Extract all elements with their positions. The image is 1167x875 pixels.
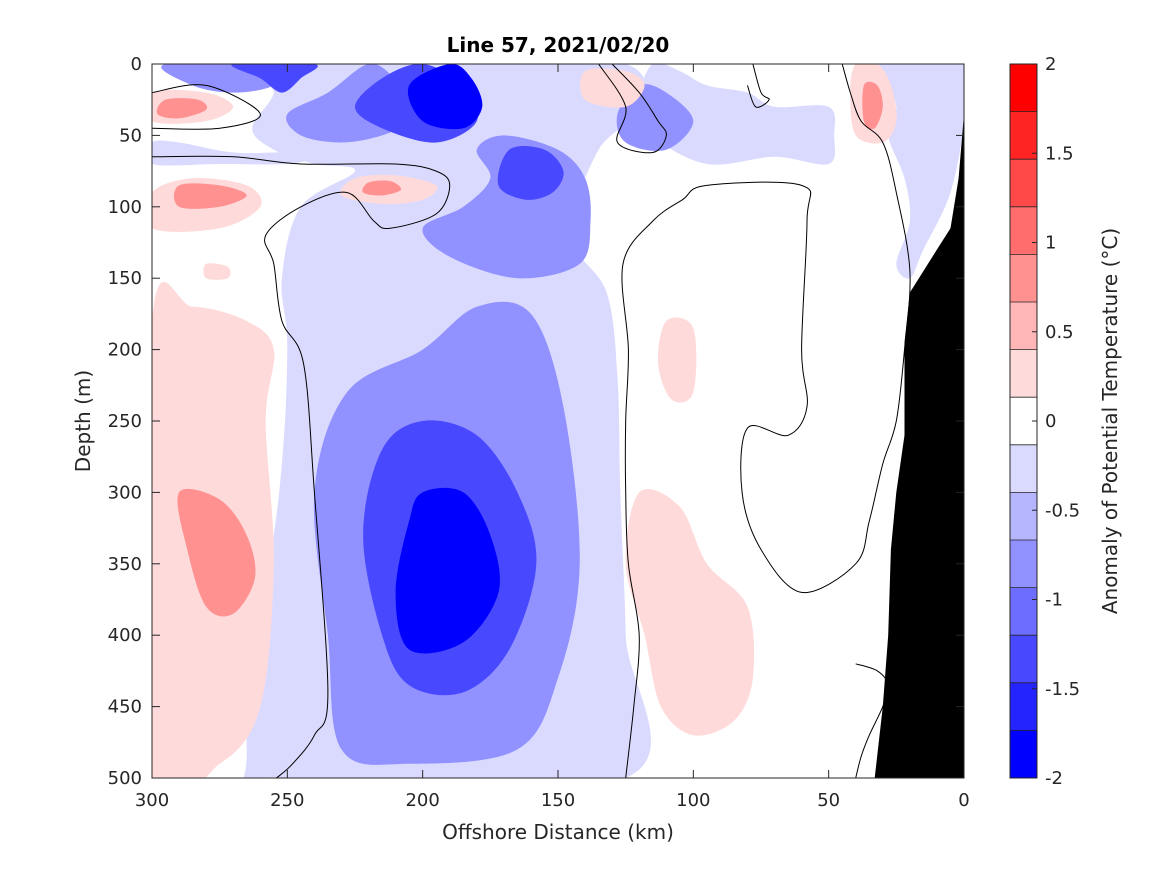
colorbar-swatch xyxy=(1010,682,1037,731)
anomaly-region-25 xyxy=(174,183,247,209)
anomaly-region-21 xyxy=(625,488,755,736)
y-axis-label: Depth (m) xyxy=(71,370,95,472)
anomaly-region-12 xyxy=(231,64,318,93)
colorbar-tick-label: 1 xyxy=(1045,233,1056,254)
colorbar-swatch xyxy=(1010,206,1037,255)
anomaly-region-13 xyxy=(395,487,500,654)
colorbar-tick-label: -2 xyxy=(1045,768,1063,789)
y-axis: 0 50 100 150 200 250 300 350 400 450 500 xyxy=(108,54,964,789)
x-tick-label: 0 xyxy=(958,790,969,811)
y-tick-label: 500 xyxy=(108,768,142,789)
colorbar-swatch xyxy=(1010,111,1037,160)
colorbar-swatch xyxy=(1010,64,1037,112)
x-tick-label: 50 xyxy=(817,790,840,811)
colorbar xyxy=(1009,63,1038,779)
x-axis-label: Offshore Distance (km) xyxy=(442,820,674,844)
colorbar-axis: -2 -1.5 -1 -0.5 0 0.5 1 1.5 2 xyxy=(1032,54,1080,789)
colorbar-swatch xyxy=(1010,302,1037,350)
anomaly-region-3 xyxy=(152,140,315,166)
colorbar-swatch xyxy=(1010,254,1037,302)
colorbar-swatch xyxy=(1010,444,1037,493)
colorbar-tick-label: -1.5 xyxy=(1045,679,1080,700)
colorbar-tick-label: 0 xyxy=(1045,411,1056,432)
colorbar-tick-label: 1.5 xyxy=(1045,143,1074,164)
filled-contours xyxy=(152,64,964,778)
colorbar-tick-label: -0.5 xyxy=(1045,500,1080,521)
y-tick-label: 250 xyxy=(108,411,142,432)
colorbar-swatch xyxy=(1010,159,1037,207)
colorbar-swatch xyxy=(1010,349,1037,398)
colorbar-swatch xyxy=(1010,587,1037,636)
colorbar-swatch xyxy=(1010,730,1037,778)
zero-contour-line-3 xyxy=(152,84,261,130)
colorbar-tick-label: -1 xyxy=(1045,590,1063,611)
zero-contour-line-2 xyxy=(598,64,667,154)
x-tick-label: 150 xyxy=(541,790,575,811)
y-tick-label: 300 xyxy=(108,482,142,503)
y-tick-label: 0 xyxy=(131,54,142,75)
plot-area xyxy=(151,63,965,779)
x-tick-label: 100 xyxy=(676,790,710,811)
x-tick-label: 200 xyxy=(405,790,439,811)
colorbar-swatch xyxy=(1010,635,1037,683)
anomaly-region-6 xyxy=(616,84,694,151)
bathymetry-layer xyxy=(874,114,964,778)
x-tick-label: 300 xyxy=(135,790,169,811)
y-tick-label: 450 xyxy=(108,697,142,718)
y-tick-label: 350 xyxy=(108,554,142,575)
colorbar-tick-label: 2 xyxy=(1045,54,1056,75)
anomaly-region-2 xyxy=(842,64,964,279)
chart-title: Line 57, 2021/02/20 xyxy=(447,33,670,57)
colorbar-tick-label: 0.5 xyxy=(1045,322,1074,343)
y-tick-label: 50 xyxy=(119,125,142,146)
anomaly-region-19 xyxy=(580,68,645,108)
colorbar-swatch xyxy=(1010,492,1037,540)
zero-contour-line-0 xyxy=(152,155,451,778)
y-tick-label: 150 xyxy=(108,268,142,289)
x-axis: 300 250 200 150 100 50 0 xyxy=(135,64,970,811)
x-tick-label: 250 xyxy=(270,790,304,811)
colorbar-label: Anomaly of Potential Temperature (°C) xyxy=(1098,228,1122,614)
anomaly-region-10 xyxy=(497,146,564,200)
zero-contour-line-4 xyxy=(747,64,770,108)
anomaly-region-28 xyxy=(862,81,883,130)
anomaly-region-24 xyxy=(177,488,256,617)
seafloor-bathymetry xyxy=(874,114,964,778)
y-tick-label: 400 xyxy=(108,625,142,646)
anomaly-region-26 xyxy=(156,98,208,119)
anomaly-region-14 xyxy=(408,64,483,130)
anomaly-region-27 xyxy=(362,180,402,196)
y-tick-label: 200 xyxy=(108,340,142,361)
y-tick-label: 100 xyxy=(108,197,142,218)
anomaly-region-23 xyxy=(203,263,231,280)
anomaly-region-1 xyxy=(639,64,836,165)
colorbar-swatch xyxy=(1010,540,1037,588)
anomaly-region-22 xyxy=(657,317,697,403)
zero-contour-line-1 xyxy=(621,64,911,778)
